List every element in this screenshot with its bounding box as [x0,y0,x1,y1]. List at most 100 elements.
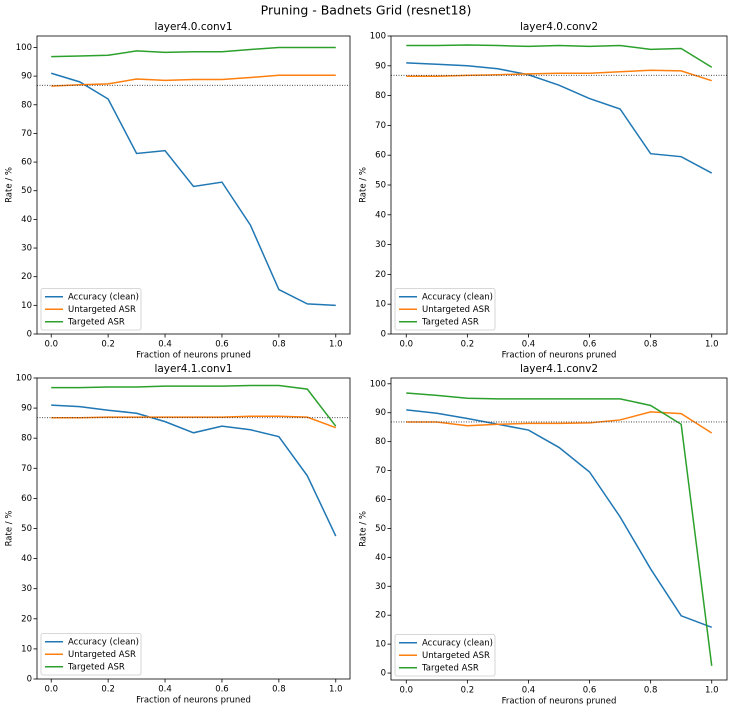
subplot-title: layer4.0.conv2 [520,21,598,33]
axes-frame [36,377,351,680]
y-tick-label: 50 [21,186,32,196]
series-line [406,62,713,174]
y-tick-label: 90 [21,404,32,414]
y-tick-label: 90 [375,408,386,418]
y-tick-label: 40 [21,215,32,225]
x-tick-label: 1.0 [705,686,719,696]
y-tick-label: 100 [370,379,386,389]
subplot: layer4.0.conv1 Fraction of neurons pruned… [5,21,351,361]
x-axis-label: Fraction of neurons pruned [502,697,617,707]
x-tick-label: 0.2 [101,340,115,350]
y-tick-label: 10 [375,640,386,650]
legend-box [394,288,496,331]
y-tick-label: 0 [27,675,32,685]
y-tick-label: 30 [375,582,386,592]
x-tick-label: 0.4 [522,340,536,350]
x-tick-label: 0.0 [44,685,58,695]
figure-title: Pruning - Badnets Grid (resnet18) [261,3,472,18]
series-line [406,44,713,68]
series-line [406,409,712,629]
x-tick-label: 0.6 [215,340,229,350]
x-tick-label: 0.8 [644,686,658,696]
subplot: layer4.1.conv2 Fraction of neurons pruned… [359,363,728,707]
series-line [406,392,713,666]
subplot: layer4.0.conv2 Fraction of neurons pruned… [359,21,728,361]
y-tick-label: 50 [375,181,386,191]
legend-label: Targeted ASR [67,317,125,327]
y-axis-label: Rate / % [5,511,15,547]
y-tick-label: 100 [370,32,386,42]
y-tick-label: 70 [21,129,32,139]
y-tick-label: 80 [21,100,32,110]
y-tick-label: 60 [375,495,386,505]
legend-label: Targeted ASR [67,662,125,672]
y-axis-label: Rate / % [359,511,369,547]
series-line [51,72,336,307]
x-tick-label: 0.6 [215,685,229,695]
y-tick-label: 0 [27,330,32,340]
series-line [51,74,336,87]
x-tick-label: 0.4 [522,686,536,696]
y-tick-label: 70 [375,466,386,476]
x-tick-label: 0.4 [158,685,172,695]
x-tick-label: 0.8 [644,340,658,350]
y-tick-label: 20 [21,614,32,624]
y-tick-label: 10 [21,301,32,311]
x-tick-label: 1.0 [329,685,343,695]
x-tick-label: 0.0 [400,340,414,350]
y-tick-label: 80 [375,437,386,447]
y-tick-label: 30 [21,244,32,254]
y-tick-label: 20 [21,272,32,282]
y-tick-label: 40 [375,553,386,563]
x-tick-label: 0.8 [272,685,286,695]
x-tick-label: 0.0 [400,686,414,696]
y-tick-label: 80 [21,434,32,444]
series-line [406,69,712,82]
y-axis-label: Rate / % [359,167,369,203]
x-tick-label: 0.8 [272,340,286,350]
y-tick-label: 10 [375,300,386,310]
legend-label: Accuracy (clean) [422,638,493,648]
subplot-title: layer4.1.conv1 [154,363,232,375]
series-line [51,46,336,58]
series-line [51,404,337,537]
series-line [51,415,337,429]
legend-box [40,633,142,676]
legend-label: Untargeted ASR [422,305,490,315]
y-tick-label: 20 [375,611,386,621]
legend-box [40,288,142,331]
subplot: layer4.1.conv1 Fraction of neurons pruned… [5,363,351,706]
x-tick-label: 0.6 [583,686,597,696]
y-tick-label: 100 [16,374,32,384]
axes-frame [390,35,728,335]
subplot-title: layer4.1.conv2 [520,363,598,375]
x-tick-label: 0.4 [158,340,172,350]
y-tick-label: 0 [381,330,386,340]
y-tick-label: 60 [21,494,32,504]
y-tick-label: 50 [375,524,386,534]
y-tick-label: 90 [21,72,32,82]
y-axis-label: Rate / % [5,167,15,203]
y-tick-label: 70 [21,464,32,474]
x-tick-label: 0.2 [101,685,115,695]
axes-frame [36,35,351,335]
subplot-title: layer4.0.conv1 [154,21,232,33]
y-tick-label: 80 [375,91,386,101]
y-tick-label: 50 [21,524,32,534]
y-tick-label: 0 [381,669,386,679]
x-tick-label: 1.0 [329,340,343,350]
legend-box [394,634,496,677]
legend-label: Targeted ASR [421,317,479,327]
series-line [51,384,337,427]
x-axis-label: Fraction of neurons pruned [136,696,251,706]
y-tick-label: 30 [21,584,32,594]
y-tick-label: 70 [375,121,386,131]
y-tick-label: 30 [375,240,386,250]
legend-label: Accuracy (clean) [68,637,139,647]
axes-frame [390,377,728,681]
y-tick-label: 60 [375,151,386,161]
y-tick-label: 90 [375,61,386,71]
legend-label: Targeted ASR [421,663,479,673]
